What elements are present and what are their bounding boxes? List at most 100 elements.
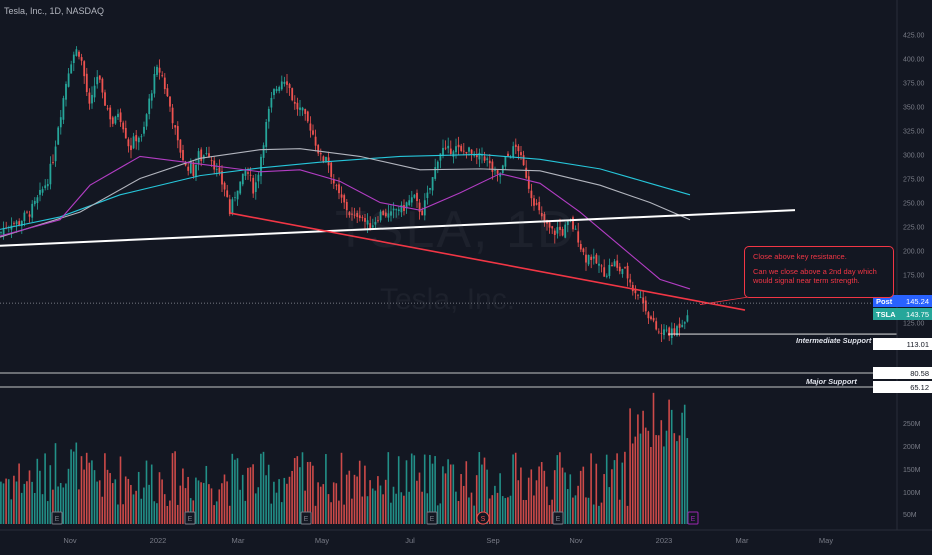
volume-bar (460, 474, 462, 524)
candle-body (322, 156, 325, 162)
candle-body (403, 205, 405, 211)
volume-bar (400, 492, 403, 524)
volume-bar (650, 446, 652, 524)
volume-bar (39, 470, 41, 524)
volume-bar (309, 461, 312, 524)
volume-bar (392, 486, 395, 524)
volume-bar (26, 481, 28, 524)
volume-bar (169, 500, 171, 524)
volume-bar (530, 469, 533, 524)
level-80-badge-bg (873, 367, 932, 379)
volume-bar (364, 465, 366, 524)
candle-body (52, 162, 54, 163)
candle-body (163, 77, 166, 90)
candle-body (504, 156, 507, 167)
volume-bar (561, 467, 564, 524)
volume-bar (660, 420, 663, 524)
volume-bar (608, 487, 611, 524)
candle-body (379, 211, 382, 221)
volume-bar (260, 453, 262, 524)
candle-body (306, 111, 309, 122)
volume-bar (395, 493, 397, 524)
earnings-marker-label: E (430, 516, 435, 523)
candle-body (213, 160, 216, 170)
candle-body (309, 123, 312, 131)
candle-body (23, 212, 26, 222)
volume-bar (423, 454, 426, 524)
volume-tick-label: 50M (903, 512, 917, 519)
candle-body (189, 161, 192, 174)
volume-bar (343, 504, 345, 524)
volume-bar (33, 492, 36, 524)
volume-bar (551, 499, 553, 524)
callout-note[interactable]: Close above key resistance. Can we close… (744, 246, 894, 298)
volume-bar (361, 496, 364, 524)
volume-bar (213, 505, 215, 524)
volume-bar (288, 476, 291, 524)
volume-bar (410, 453, 413, 524)
candle-body (127, 139, 130, 147)
time-tick-label: Nov (63, 536, 77, 545)
candle-body (96, 76, 99, 85)
symbol-title[interactable]: Tesla, Inc., 1D, NASDAQ (4, 6, 105, 16)
candle-body (210, 160, 213, 162)
candle-body (613, 261, 616, 267)
candle-body (117, 113, 119, 118)
volume-bar (548, 505, 551, 524)
volume-bar (522, 499, 525, 524)
candle-body (566, 220, 569, 226)
candle-body (33, 200, 36, 205)
ticker-price-badge-label: TSLA (876, 310, 896, 319)
volume-bar (525, 500, 527, 524)
volume-bar (452, 464, 455, 524)
earnings-marker (687, 511, 699, 525)
volume-bar (7, 479, 10, 524)
candle-body (85, 73, 88, 93)
volume-bar (413, 455, 416, 524)
candle-body (70, 64, 73, 74)
volume-bar (478, 452, 481, 524)
candle-body (668, 327, 671, 337)
candle-body (509, 157, 512, 159)
candle-body (293, 101, 296, 104)
candle-body (244, 169, 247, 176)
volume-bar (403, 495, 405, 524)
volume-bar (44, 453, 46, 524)
volume-bar (335, 483, 338, 524)
candle-body (442, 147, 444, 156)
volume-bar (652, 392, 655, 524)
candle-body (608, 264, 611, 276)
volume-bar (176, 504, 179, 524)
candle-body (592, 256, 595, 259)
intermediate-support-badge-bg (873, 338, 932, 350)
volume-bar (18, 463, 20, 524)
candle-body (49, 163, 52, 185)
candle-body (452, 151, 455, 157)
volume-bar (579, 470, 582, 524)
candle-body (676, 326, 678, 336)
candle-body (223, 182, 226, 190)
volume-bar (416, 480, 418, 524)
candle-body (106, 108, 109, 110)
volume-bar (481, 464, 483, 524)
candle-body (577, 231, 580, 243)
volume-bar (127, 478, 130, 524)
candle-body (304, 109, 307, 114)
candle-body (267, 108, 270, 122)
candle-body (681, 324, 684, 328)
volume-bar (31, 481, 33, 524)
volume-bar (431, 463, 434, 524)
volume-bar (418, 472, 421, 524)
volume-bar (634, 436, 637, 524)
volume-bar (83, 469, 85, 524)
candle-body (348, 212, 351, 216)
volume-bar (600, 502, 603, 524)
candle-body (572, 217, 574, 230)
candle-body (137, 137, 140, 143)
volume-bar (624, 451, 626, 524)
candle-body (431, 177, 434, 191)
candle-body (234, 197, 236, 199)
volume-bar (145, 460, 148, 524)
